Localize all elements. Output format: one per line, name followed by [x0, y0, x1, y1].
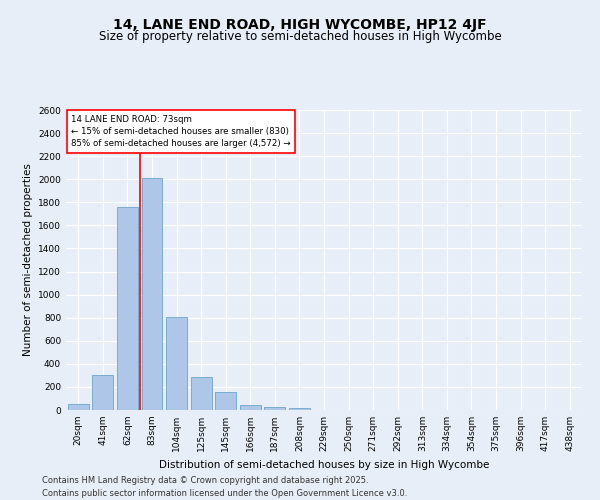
Text: 14 LANE END ROAD: 73sqm
← 15% of semi-detached houses are smaller (830)
85% of s: 14 LANE END ROAD: 73sqm ← 15% of semi-de…	[71, 114, 291, 148]
Bar	[117, 207, 138, 410]
Bar	[289, 408, 310, 410]
Bar	[240, 405, 261, 410]
Text: Size of property relative to semi-detached houses in High Wycombe: Size of property relative to semi-detach…	[98, 30, 502, 43]
Text: Contains HM Land Registry data © Crown copyright and database right 2025.
Contai: Contains HM Land Registry data © Crown c…	[42, 476, 407, 498]
Bar	[142, 178, 163, 410]
Text: 14, LANE END ROAD, HIGH WYCOMBE, HP12 4JF: 14, LANE END ROAD, HIGH WYCOMBE, HP12 4J…	[113, 18, 487, 32]
Bar	[166, 316, 187, 410]
Bar	[191, 376, 212, 410]
Bar	[215, 392, 236, 410]
Y-axis label: Number of semi-detached properties: Number of semi-detached properties	[23, 164, 32, 356]
Bar	[92, 376, 113, 410]
Bar	[265, 406, 286, 410]
Bar	[68, 404, 89, 410]
X-axis label: Distribution of semi-detached houses by size in High Wycombe: Distribution of semi-detached houses by …	[159, 460, 489, 469]
